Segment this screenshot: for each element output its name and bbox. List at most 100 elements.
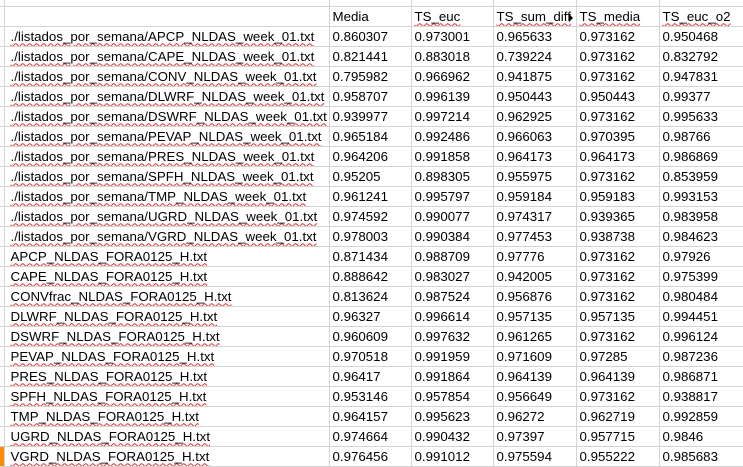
value-cell[interactable]: 0.966962 bbox=[411, 66, 494, 87]
value-cell[interactable]: 0.939365 bbox=[576, 206, 660, 227]
column-header-ts-euc[interactable]: TS_euc bbox=[411, 6, 494, 27]
value-cell[interactable]: 0.947831 bbox=[659, 66, 743, 87]
value-cell[interactable]: 0.974664 bbox=[329, 426, 412, 447]
value-cell[interactable]: 0.950443 bbox=[576, 86, 660, 107]
column-header-ts-media[interactable]: TS_media bbox=[576, 6, 660, 27]
value-cell[interactable]: 0.97285 bbox=[576, 346, 660, 367]
file-name-cell[interactable]: ./listados_por_semana/DLWRF_NLDAS_week_0… bbox=[4, 86, 330, 107]
value-cell[interactable]: 0.965633 bbox=[493, 26, 577, 47]
value-cell[interactable]: 0.953146 bbox=[329, 386, 412, 407]
value-cell[interactable]: 0.958707 bbox=[329, 86, 412, 107]
value-cell[interactable]: 0.973162 bbox=[576, 386, 660, 407]
value-cell[interactable]: 0.970518 bbox=[329, 346, 412, 367]
file-name-cell[interactable]: VGRD_NLDAS_FORA0125_H.txt bbox=[4, 446, 330, 467]
row-header[interactable] bbox=[0, 6, 5, 27]
value-cell[interactable]: 0.898305 bbox=[411, 166, 494, 187]
row-header[interactable] bbox=[0, 26, 5, 47]
value-cell[interactable]: 0.939977 bbox=[329, 106, 412, 127]
row-header[interactable] bbox=[0, 0, 5, 7]
value-cell[interactable]: 0.956649 bbox=[493, 386, 577, 407]
row-header[interactable] bbox=[0, 66, 5, 87]
value-cell[interactable]: 0.975594 bbox=[493, 446, 577, 467]
value-cell[interactable]: 0.883018 bbox=[411, 46, 494, 67]
value-cell[interactable]: 0.962719 bbox=[576, 406, 660, 427]
cell[interactable] bbox=[4, 6, 330, 27]
value-cell[interactable]: 0.973162 bbox=[576, 166, 660, 187]
file-name-cell[interactable]: UGRD_NLDAS_FORA0125_H.txt bbox=[4, 426, 330, 447]
value-cell[interactable]: 0.941875 bbox=[493, 66, 577, 87]
row-header[interactable] bbox=[0, 266, 5, 287]
file-name-cell[interactable]: PRES_NLDAS_FORA0125_H.txt bbox=[4, 366, 330, 387]
file-name-cell[interactable]: ./listados_por_semana/TMP_NLDAS_week_01.… bbox=[4, 186, 330, 207]
value-cell[interactable]: 0.978003 bbox=[329, 226, 412, 247]
cell[interactable] bbox=[576, 0, 660, 7]
value-cell[interactable]: 0.97926 bbox=[659, 246, 743, 267]
cell[interactable] bbox=[329, 0, 412, 7]
value-cell[interactable]: 0.950443 bbox=[493, 86, 577, 107]
file-name-cell[interactable]: CAPE_NLDAS_FORA0125_H.txt bbox=[4, 266, 330, 287]
value-cell[interactable]: 0.983958 bbox=[659, 206, 743, 227]
row-header[interactable] bbox=[0, 166, 5, 187]
value-cell[interactable]: 0.965184 bbox=[329, 126, 412, 147]
row-header[interactable] bbox=[0, 286, 5, 307]
value-cell[interactable]: 0.957715 bbox=[576, 426, 660, 447]
value-cell[interactable]: 0.974317 bbox=[493, 206, 577, 227]
column-header-media[interactable]: Media bbox=[329, 6, 412, 27]
value-cell[interactable]: 0.973162 bbox=[576, 26, 660, 47]
value-cell[interactable]: 0.973162 bbox=[576, 286, 660, 307]
value-cell[interactable]: 0.988709 bbox=[411, 246, 494, 267]
value-cell[interactable]: 0.973162 bbox=[576, 46, 660, 67]
value-cell[interactable]: 0.739224 bbox=[493, 46, 577, 67]
row-header[interactable] bbox=[0, 86, 5, 107]
value-cell[interactable]: 0.991012 bbox=[411, 446, 494, 467]
row-header[interactable] bbox=[0, 346, 5, 367]
row-header[interactable] bbox=[0, 46, 5, 67]
value-cell[interactable]: 0.964173 bbox=[576, 146, 660, 167]
value-cell[interactable]: 0.990432 bbox=[411, 426, 494, 447]
value-cell[interactable]: 0.957854 bbox=[411, 386, 494, 407]
value-cell[interactable]: 0.994451 bbox=[659, 306, 743, 327]
value-cell[interactable]: 0.95205 bbox=[329, 166, 412, 187]
value-cell[interactable]: 0.955222 bbox=[576, 446, 660, 467]
file-name-cell[interactable]: CONVfrac_NLDAS_FORA0125_H.txt bbox=[4, 286, 330, 307]
value-cell[interactable]: 0.99377 bbox=[659, 86, 743, 107]
file-name-cell[interactable]: ./listados_por_semana/CAPE_NLDAS_week_01… bbox=[4, 46, 330, 67]
value-cell[interactable]: 0.938738 bbox=[576, 226, 660, 247]
value-cell[interactable]: 0.974592 bbox=[329, 206, 412, 227]
value-cell[interactable]: 0.964139 bbox=[493, 366, 577, 387]
value-cell[interactable]: 0.964206 bbox=[329, 146, 412, 167]
value-cell[interactable]: 0.961265 bbox=[493, 326, 577, 347]
value-cell[interactable]: 0.990077 bbox=[411, 206, 494, 227]
value-cell[interactable]: 0.996139 bbox=[411, 86, 494, 107]
value-cell[interactable]: 0.993153 bbox=[659, 186, 743, 207]
value-cell[interactable]: 0.961241 bbox=[329, 186, 412, 207]
file-name-cell[interactable]: ./listados_por_semana/UGRD_NLDAS_week_01… bbox=[4, 206, 330, 227]
value-cell[interactable]: 0.821441 bbox=[329, 46, 412, 67]
value-cell[interactable]: 0.853959 bbox=[659, 166, 743, 187]
cell[interactable] bbox=[411, 0, 494, 7]
value-cell[interactable]: 0.971609 bbox=[493, 346, 577, 367]
value-cell[interactable]: 0.962925 bbox=[493, 106, 577, 127]
value-cell[interactable]: 0.96327 bbox=[329, 306, 412, 327]
row-header[interactable] bbox=[0, 306, 5, 327]
row-header[interactable] bbox=[0, 246, 5, 267]
value-cell[interactable]: 0.987524 bbox=[411, 286, 494, 307]
value-cell[interactable]: 0.98766 bbox=[659, 126, 743, 147]
value-cell[interactable]: 0.957135 bbox=[576, 306, 660, 327]
column-header-ts-euc-o2[interactable]: TS_euc_o2 bbox=[659, 6, 743, 27]
value-cell[interactable]: 0.964173 bbox=[493, 146, 577, 167]
value-cell[interactable]: 0.795982 bbox=[329, 66, 412, 87]
file-name-cell[interactable]: ./listados_por_semana/CONV_NLDAS_week_01… bbox=[4, 66, 330, 87]
value-cell[interactable]: 0.986871 bbox=[659, 366, 743, 387]
value-cell[interactable]: 0.970395 bbox=[576, 126, 660, 147]
value-cell[interactable]: 0.960609 bbox=[329, 326, 412, 347]
value-cell[interactable]: 0.991959 bbox=[411, 346, 494, 367]
value-cell[interactable]: 0.96417 bbox=[329, 366, 412, 387]
value-cell[interactable]: 0.996614 bbox=[411, 306, 494, 327]
value-cell[interactable]: 0.990384 bbox=[411, 226, 494, 247]
value-cell[interactable]: 0.860307 bbox=[329, 26, 412, 47]
value-cell[interactable]: 0.871434 bbox=[329, 246, 412, 267]
value-cell[interactable]: 0.973162 bbox=[576, 106, 660, 127]
value-cell[interactable]: 0.980484 bbox=[659, 286, 743, 307]
